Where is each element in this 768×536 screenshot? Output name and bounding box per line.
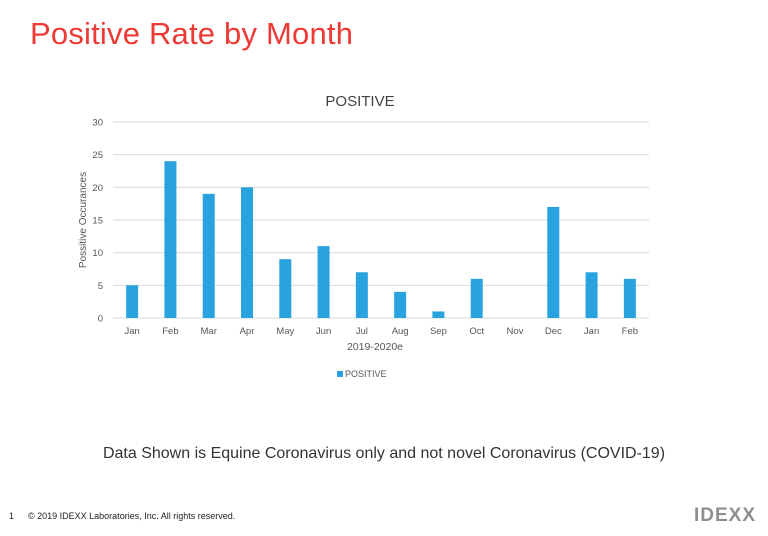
y-tick-label: 25	[92, 150, 103, 161]
legend-swatch	[337, 371, 343, 377]
bar-feb-1	[164, 161, 177, 318]
x-tick-label: Jul	[356, 326, 368, 337]
page-number: 1	[9, 511, 15, 521]
bar-may-4	[279, 259, 292, 318]
bar-chart: POSITIVE 0 5 10 15 20 25 30 Jan Feb Mar Apr May Jun…	[78, 93, 649, 379]
x-tick-label: Jun	[316, 326, 331, 337]
bar-oct-9	[470, 278, 483, 318]
legend-label: POSITIVE	[345, 369, 387, 379]
x-tick-label: Oct	[469, 326, 484, 337]
x-tick-label: Apr	[240, 326, 255, 337]
bar-feb-13	[623, 278, 636, 318]
chart-title: POSITIVE	[325, 93, 394, 110]
x-tick-label: Jan	[124, 326, 139, 337]
bar-jul-6	[355, 272, 368, 318]
y-axis-label: Possitive Occurances	[78, 172, 89, 268]
bar-mar-2	[202, 193, 215, 318]
bar-aug-7	[394, 291, 407, 318]
x-axis-ticks: Jan Feb Mar Apr May Jun Jul Aug Sep Oct Nov Dec Jan F…	[124, 326, 638, 337]
y-tick-label: 30	[92, 118, 103, 129]
x-tick-label: Mar	[201, 326, 217, 337]
x-tick-label: May	[276, 326, 294, 337]
bar-dec-11	[547, 206, 560, 318]
y-tick-label: 20	[92, 183, 103, 194]
bars	[126, 161, 636, 318]
bar-sep-8	[432, 311, 445, 318]
y-tick-label: 10	[92, 248, 103, 259]
y-tick-label: 5	[98, 281, 103, 292]
x-tick-label: Feb	[162, 326, 178, 337]
idexx-logo: IDEXX	[693, 505, 756, 526]
legend: POSITIVE	[337, 369, 387, 379]
x-tick-label: Feb	[622, 326, 638, 337]
y-axis-ticks: 0 5 10 15 20 25 30	[92, 118, 103, 325]
y-tick-label: 15	[92, 216, 103, 227]
copyright-text: © 2019 IDEXX Laboratories, Inc. All righ…	[28, 511, 236, 521]
y-tick-label: 0	[98, 314, 103, 325]
x-tick-label: Jan	[584, 326, 599, 337]
disclaimer-caption: Data Shown is Equine Coronavirus only an…	[102, 445, 666, 462]
x-tick-label: Sep	[430, 326, 447, 337]
bar-jun-5	[317, 246, 330, 318]
slide-title: Positive Rate by Month	[30, 16, 354, 51]
bar-jan-0	[126, 285, 139, 318]
x-axis-label: 2019-2020e	[347, 341, 403, 353]
bar-apr-3	[241, 187, 253, 318]
x-tick-label: Dec	[545, 326, 562, 337]
x-tick-label: Nov	[507, 326, 524, 337]
bar-jan-12	[585, 272, 598, 318]
x-tick-label: Aug	[392, 326, 409, 337]
gridlines	[113, 121, 649, 319]
